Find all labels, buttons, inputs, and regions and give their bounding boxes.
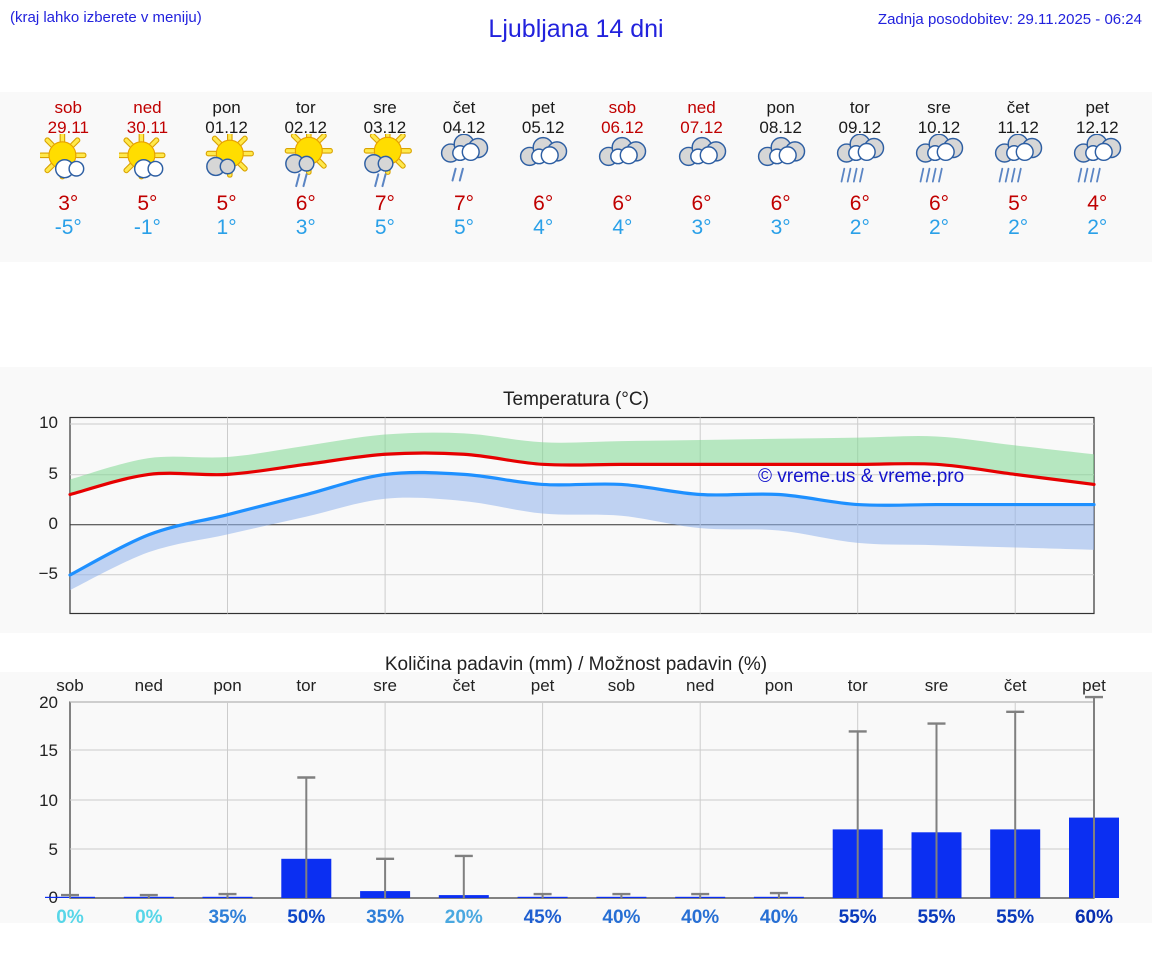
svg-text:sre: sre — [925, 676, 949, 695]
svg-text:tor: tor — [296, 676, 316, 695]
svg-text:40%: 40% — [760, 907, 798, 928]
svg-text:35%: 35% — [366, 907, 404, 928]
svg-text:35%: 35% — [208, 907, 246, 928]
svg-text:ned: ned — [135, 676, 163, 695]
svg-text:0%: 0% — [135, 907, 163, 928]
svg-text:0%: 0% — [56, 907, 84, 928]
svg-text:sob: sob — [608, 676, 635, 695]
svg-text:pon: pon — [765, 676, 793, 695]
svg-text:5: 5 — [49, 840, 58, 859]
svg-text:pon: pon — [213, 676, 241, 695]
svg-text:ned: ned — [686, 676, 714, 695]
svg-text:20%: 20% — [445, 907, 483, 928]
svg-text:10: 10 — [39, 791, 58, 810]
svg-text:40%: 40% — [681, 907, 719, 928]
svg-text:55%: 55% — [839, 907, 877, 928]
svg-text:60%: 60% — [1075, 907, 1113, 928]
svg-text:40%: 40% — [602, 907, 640, 928]
svg-text:50%: 50% — [287, 907, 325, 928]
svg-text:tor: tor — [848, 676, 868, 695]
svg-text:pet: pet — [1082, 676, 1106, 695]
svg-text:sob: sob — [56, 676, 83, 695]
svg-text:20: 20 — [39, 693, 58, 712]
svg-text:čet: čet — [452, 676, 475, 695]
svg-text:pet: pet — [531, 676, 555, 695]
svg-text:55%: 55% — [996, 907, 1034, 928]
svg-text:čet: čet — [1004, 676, 1027, 695]
svg-text:sre: sre — [373, 676, 397, 695]
svg-text:15: 15 — [39, 741, 58, 760]
svg-text:55%: 55% — [917, 907, 955, 928]
svg-text:45%: 45% — [524, 907, 562, 928]
